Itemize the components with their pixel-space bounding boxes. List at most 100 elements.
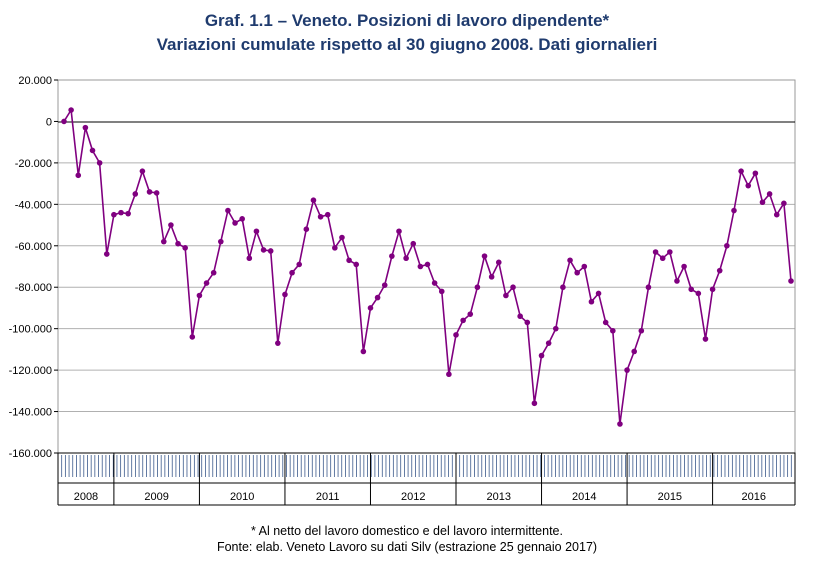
data-point	[724, 243, 730, 249]
data-point	[760, 199, 766, 205]
data-point	[189, 334, 195, 340]
y-axis: 20.000 0 -20.000 -40.000 -60.000 -80.000 -100.…	[9, 75, 58, 460]
data-point	[197, 293, 203, 299]
year-label: 2008	[74, 491, 98, 503]
data-point	[232, 220, 238, 226]
year-label: 2013	[487, 491, 511, 503]
data-point	[688, 286, 694, 292]
data-point	[582, 264, 588, 270]
data-point	[567, 257, 573, 263]
data-point	[225, 208, 231, 214]
y-tick-label: -60.000	[15, 241, 52, 253]
data-point	[97, 160, 103, 166]
data-point	[83, 125, 89, 131]
data-point	[211, 270, 217, 276]
data-point	[781, 200, 787, 206]
source-note: Fonte: elab. Veneto Lavoro su dati Silv …	[0, 540, 814, 554]
data-point	[254, 228, 260, 234]
data-point	[753, 170, 759, 176]
data-point	[560, 284, 566, 290]
data-point	[646, 284, 652, 290]
data-point	[268, 248, 274, 254]
data-point	[168, 222, 174, 228]
y-tick-label: -120.000	[9, 365, 52, 377]
data-point	[247, 255, 253, 261]
data-point	[710, 286, 716, 292]
data-point	[147, 189, 153, 195]
x-axis: 2008 2009 2010 2011 2012 2013 2014 2015 2016	[58, 453, 795, 505]
data-point	[140, 168, 146, 174]
y-tick-label: 20.000	[18, 75, 52, 87]
data-point	[539, 353, 545, 359]
year-label: 2011	[316, 491, 340, 503]
data-point	[553, 326, 559, 332]
data-point	[603, 320, 609, 326]
line-chart: 20.0000-20.000-40.000-60.000-80.000-100.…	[0, 0, 814, 571]
data-point	[311, 197, 317, 203]
year-label: 2012	[401, 491, 425, 503]
data-point	[132, 191, 138, 197]
data-point	[496, 260, 502, 266]
data-point	[154, 190, 160, 196]
data-point	[296, 262, 302, 268]
data-point	[453, 332, 459, 338]
y-tick-label: -80.000	[15, 282, 52, 294]
data-point	[382, 282, 388, 288]
data-point	[61, 119, 67, 125]
data-point	[482, 253, 488, 259]
year-label: 2015	[658, 491, 682, 503]
data-point	[111, 212, 117, 218]
data-point	[396, 228, 402, 234]
data-point	[361, 349, 367, 355]
data-point	[503, 293, 509, 299]
data-point	[182, 245, 188, 251]
data-point	[239, 216, 245, 222]
data-point	[418, 264, 424, 270]
data-point	[175, 241, 181, 247]
data-point	[289, 270, 295, 276]
data-point	[717, 268, 723, 274]
data-point	[446, 371, 452, 377]
data-point	[667, 249, 673, 255]
data-point	[731, 208, 737, 214]
data-point	[425, 262, 431, 268]
data-point	[767, 191, 773, 197]
data-point	[745, 183, 751, 189]
data-point	[346, 257, 352, 263]
data-point	[104, 251, 110, 257]
y-tick-label: -160.000	[9, 448, 52, 460]
data-point	[524, 320, 530, 326]
data-point	[532, 400, 538, 406]
data-point	[389, 253, 395, 259]
data-point	[339, 235, 345, 241]
data-point	[703, 336, 709, 342]
data-point	[90, 148, 96, 154]
data-point	[574, 270, 580, 276]
year-label: 2016	[742, 491, 766, 503]
data-point	[517, 313, 523, 319]
y-tick-label: -40.000	[15, 199, 52, 211]
data-point	[589, 299, 595, 305]
data-point	[774, 212, 780, 218]
data-point	[510, 284, 516, 290]
data-point	[460, 318, 466, 324]
data-point	[681, 264, 687, 270]
data-point	[467, 311, 473, 317]
data-point	[304, 226, 310, 232]
year-label: 2010	[230, 491, 254, 503]
data-point	[596, 291, 602, 297]
data-point	[318, 214, 324, 220]
data-point	[546, 340, 552, 346]
data-point	[610, 328, 616, 334]
data-point	[674, 278, 680, 284]
data-point	[275, 340, 281, 346]
data-point	[325, 212, 331, 218]
data-point	[368, 305, 374, 311]
data-point	[432, 280, 438, 286]
data-point	[332, 245, 338, 251]
data-point	[439, 289, 445, 295]
data-point	[489, 274, 495, 280]
series-points	[61, 107, 794, 427]
data-point	[261, 247, 267, 253]
data-point	[631, 349, 637, 355]
